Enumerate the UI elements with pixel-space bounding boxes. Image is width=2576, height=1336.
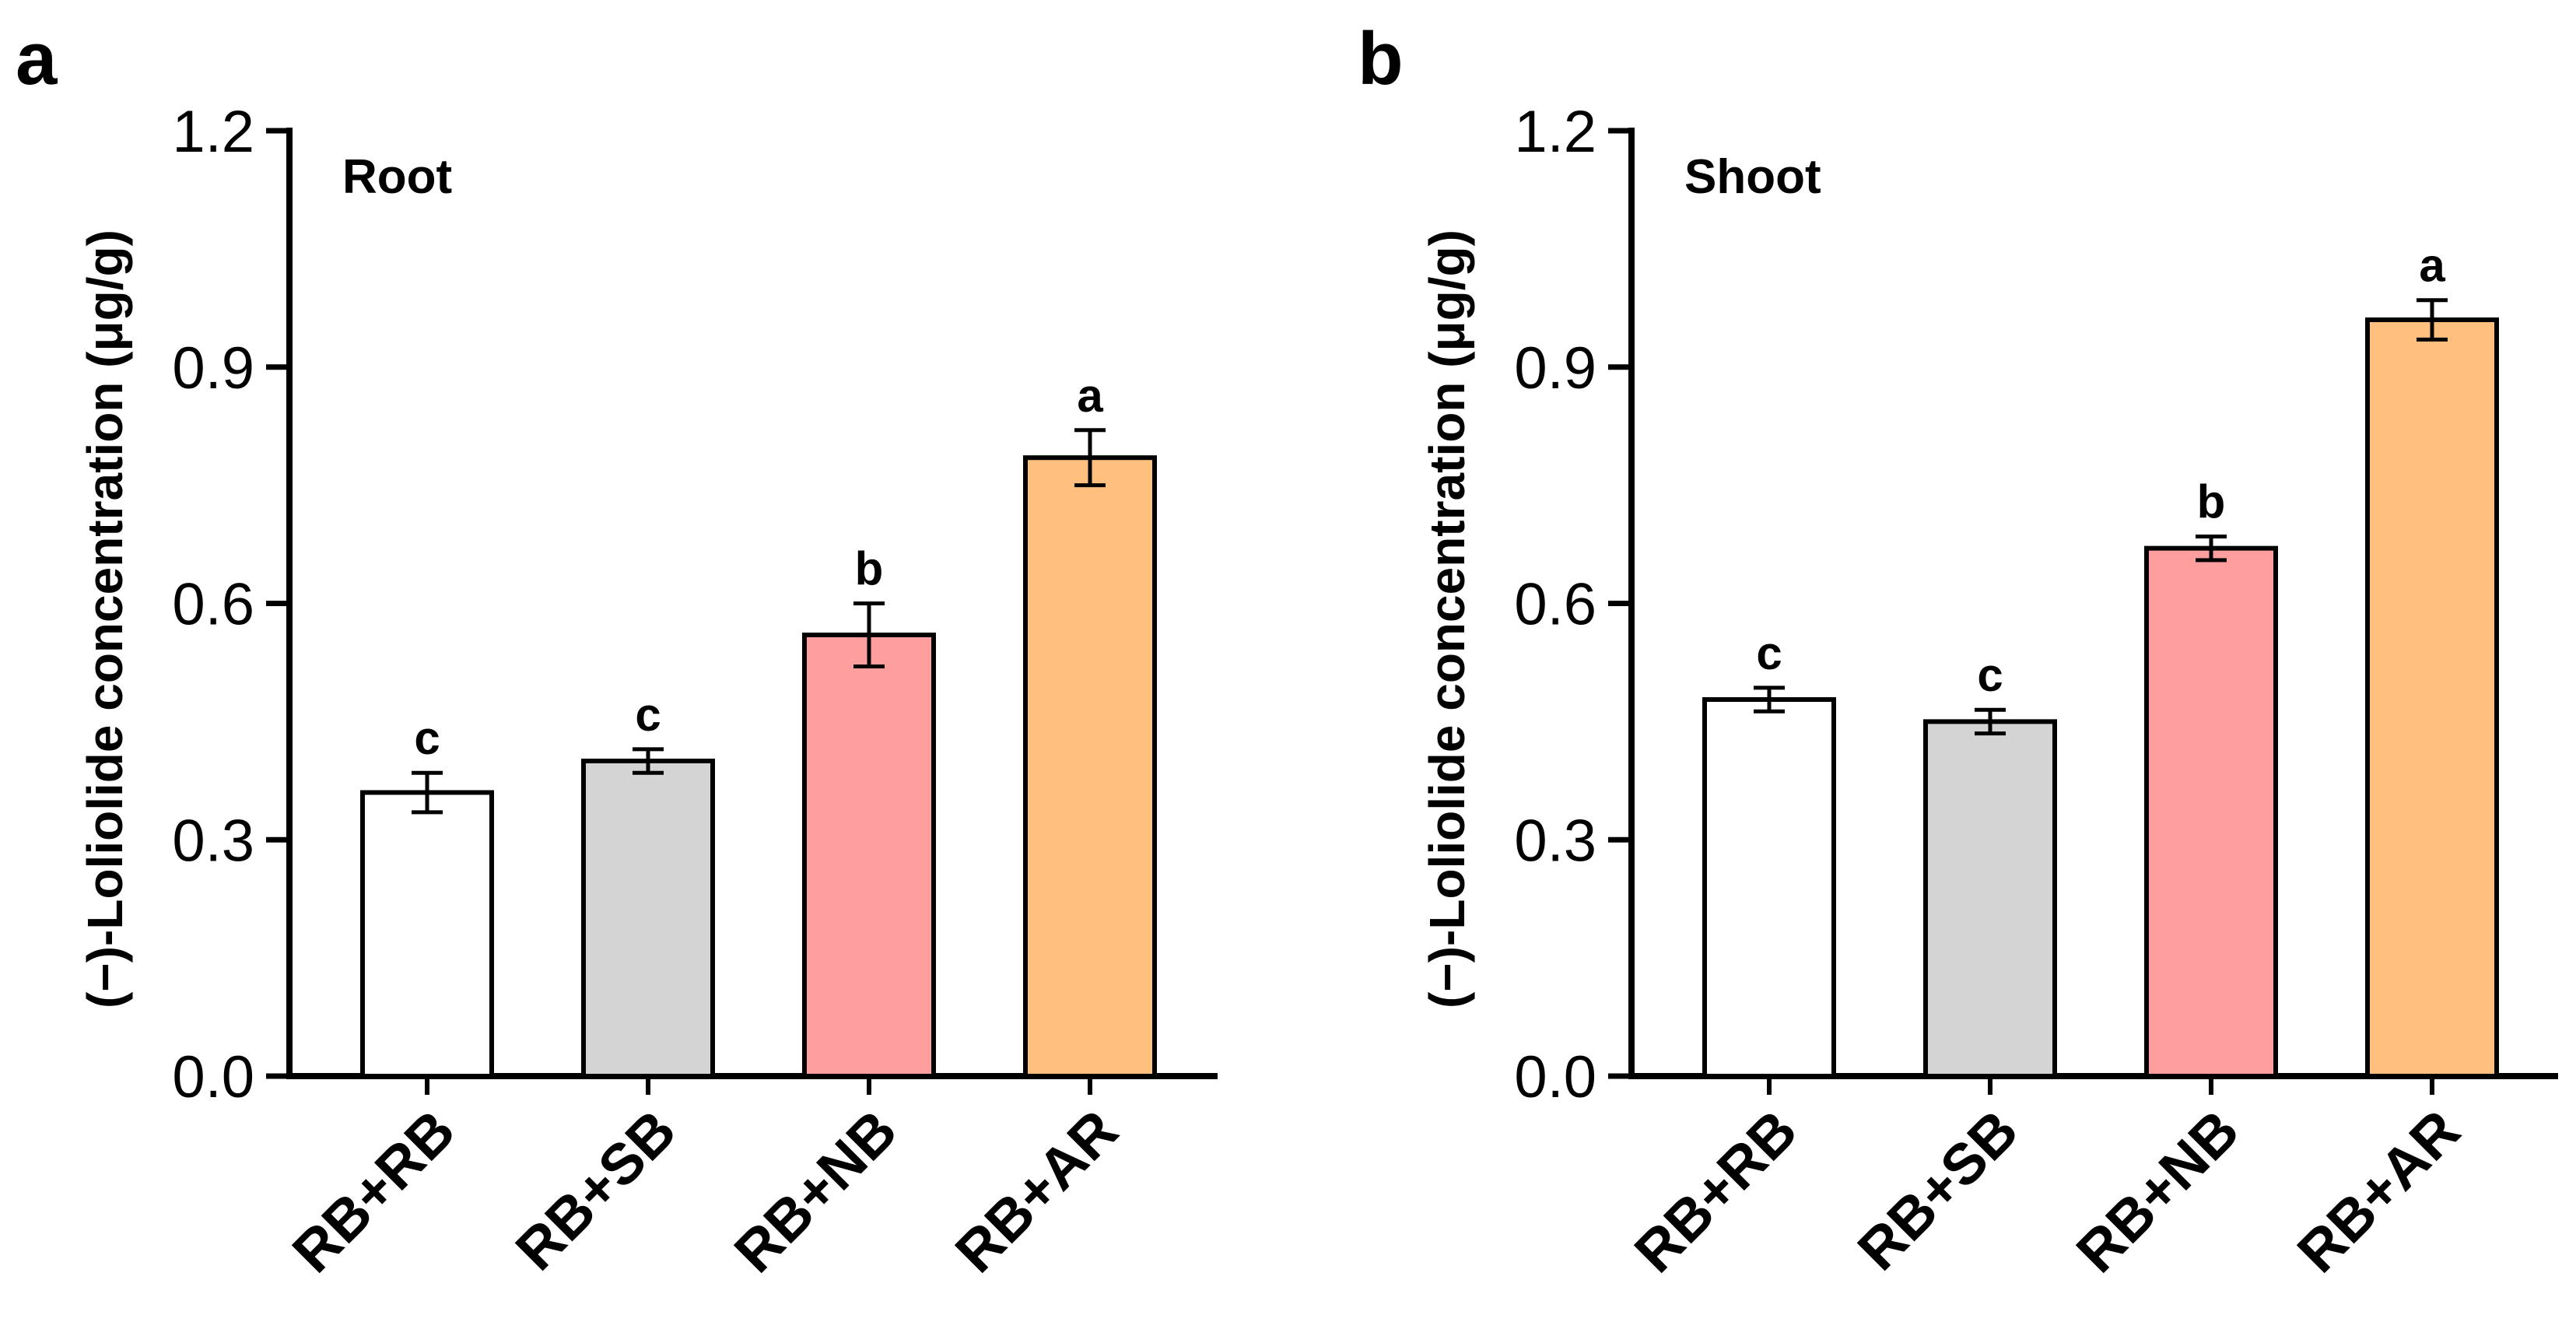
significance-label: c (414, 712, 440, 764)
significance-label: c (635, 689, 661, 741)
panel-label: b (1358, 17, 1404, 100)
significance-label: a (2419, 240, 2445, 292)
x-tick-label: RB+NB (722, 1098, 909, 1285)
bar-RB+RB (360, 790, 494, 1078)
x-tick-label: RB+AR (943, 1098, 1130, 1285)
y-tick-label: 0.9 (1514, 335, 1596, 402)
bar-RB+AR (1023, 455, 1157, 1078)
y-tick-label: 0.0 (1514, 1044, 1596, 1110)
x-tick-label: RB+RB (1622, 1098, 1809, 1285)
y-tick-label: 0.6 (1514, 572, 1596, 638)
significance-label: a (1077, 370, 1103, 422)
y-tick-label: 0.3 (1514, 808, 1596, 874)
bar-RB+NB (2144, 545, 2278, 1078)
bar-RB+SB (1923, 719, 2057, 1078)
bar-RB+AR (2365, 317, 2499, 1078)
chart-title: Root (342, 150, 452, 204)
significance-label: b (855, 543, 884, 595)
chart-panel-a: a Root 0.0 0.3 0.6 0.9 1.2 (−)-Loliolide concen… (16, 17, 1218, 1285)
y-axis-label: (−)-Loliolide concentration (μg/g) (1419, 230, 1475, 1008)
y-tick-label: 0.3 (172, 808, 254, 874)
significance-label: b (2197, 475, 2226, 528)
bar-RB+SB (581, 759, 715, 1078)
significance-label: c (1977, 649, 2003, 701)
chart-panel-b: b Shoot 0.0 0.3 0.6 0.9 1.2 (−)-Loliolide conce… (1358, 17, 2558, 1285)
significance-label: c (1756, 627, 1782, 679)
x-tick-label: RB+NB (2064, 1098, 2251, 1285)
y-tick-label: 0.6 (172, 572, 254, 638)
panel-label: a (16, 17, 58, 100)
y-tick-label: 1.2 (172, 99, 254, 165)
x-tick-label: RB+SB (1845, 1098, 2031, 1283)
y-tick-label: 0.9 (172, 335, 254, 402)
y-tick-label: 1.2 (1514, 99, 1596, 165)
bar-RB+NB (802, 633, 936, 1078)
x-tick-label: RB+RB (280, 1098, 467, 1285)
x-tick-label: RB+AR (2285, 1098, 2472, 1285)
y-axis-label: (−)-Loliolide concentration (μg/g) (77, 230, 133, 1008)
bar-RB+RB (1702, 697, 1836, 1079)
y-tick-label: 0.0 (172, 1044, 254, 1110)
x-tick-label: RB+SB (503, 1098, 689, 1283)
chart-title: Shoot (1684, 150, 1821, 204)
